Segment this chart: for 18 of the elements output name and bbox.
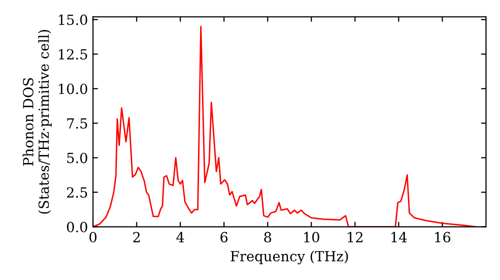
y-tick-label: 15.0 xyxy=(58,14,88,26)
y-tick-label: 7.5 xyxy=(67,118,88,129)
x-tick-label: 8 xyxy=(264,232,272,242)
x-tick-label: 10 xyxy=(304,232,320,242)
y-tick-label: 2.5 xyxy=(66,187,88,198)
y-tick-label: 5.0 xyxy=(67,152,88,164)
x-tick-label: 2 xyxy=(133,232,140,242)
y-axis-title: Phonon DOS (States/THz·primitive cell) xyxy=(22,30,52,214)
y-tick-label: 0.0 xyxy=(66,222,88,232)
x-tick-label: 6 xyxy=(220,232,228,242)
y-tick-label: 10.0 xyxy=(58,84,88,94)
x-tick-label: 4 xyxy=(176,232,184,242)
x-axis-title: Frequency (THz) xyxy=(230,250,348,264)
x-tick-label: 14 xyxy=(392,232,407,242)
x-tick-label: 16 xyxy=(435,232,450,242)
y-tick-label: 12.5 xyxy=(58,49,88,60)
x-tick-label: 12 xyxy=(348,232,362,242)
x-tick-label: 0 xyxy=(89,232,96,242)
